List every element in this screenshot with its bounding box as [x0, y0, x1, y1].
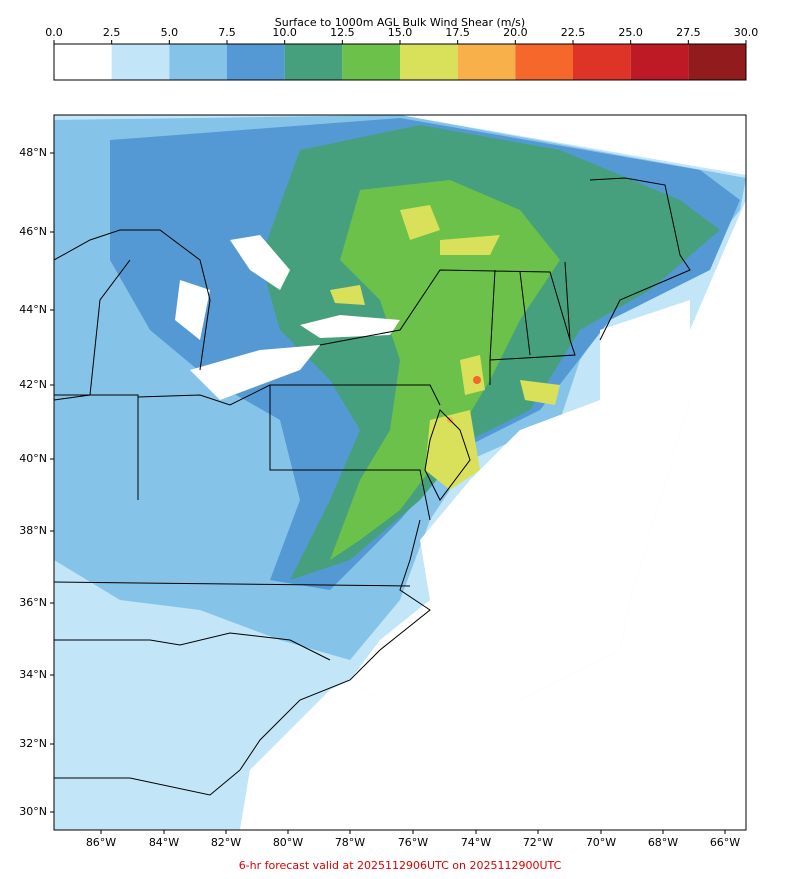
footer: 6-hr forecast valid at 2025112906UTC on … — [239, 859, 562, 872]
lon-label: 86°W — [86, 836, 116, 849]
lon-label: 84°W — [149, 836, 179, 849]
colorbar-tick-label: 25.0 — [618, 26, 643, 39]
colorbar-title: Surface to 1000m AGL Bulk Wind Shear (m/… — [275, 16, 525, 29]
colorbar-bin — [342, 44, 400, 80]
colorbar-bin — [227, 44, 285, 80]
colorbar-tick-label: 15.0 — [388, 26, 413, 39]
lon-label: 66°W — [710, 836, 740, 849]
lat-label: 32°N — [19, 737, 47, 750]
colorbar-tick-label: 7.5 — [218, 26, 236, 39]
lat-label: 38°N — [19, 524, 47, 537]
lat-label: 36°N — [19, 596, 47, 609]
lon-label: 68°W — [648, 836, 678, 849]
colorbar-bin — [457, 44, 516, 80]
colorbar-tick-label: 27.5 — [676, 26, 701, 39]
colorbar-bin — [284, 44, 343, 80]
lat-label: 34°N — [19, 668, 47, 681]
lat-label: 46°N — [19, 225, 47, 238]
colorbar-bin — [169, 44, 227, 80]
lon-label: 78°W — [335, 836, 365, 849]
colorbar-bin — [111, 44, 170, 80]
lat-label: 48°N — [19, 146, 47, 159]
colorbar-bin — [54, 44, 112, 80]
map — [53, 114, 747, 831]
colorbar-tick-label: 22.5 — [561, 26, 586, 39]
lon-label: 70°W — [586, 836, 616, 849]
colorbar-tick-label: 17.5 — [445, 26, 470, 39]
colorbar-tick-label: 20.0 — [503, 26, 528, 39]
latitude-labels: 48°N 46°N 44°N 42°N 40°N 38°N 36°N 34°N 32°N 30°N — [19, 146, 54, 818]
lon-label: 82°W — [211, 836, 241, 849]
lat-label: 42°N — [19, 378, 47, 391]
colorbar-tick-label: 5.0 — [161, 26, 179, 39]
lon-label: 72°W — [523, 836, 553, 849]
lat-label: 44°N — [19, 303, 47, 316]
longitude-labels: 86°W 84°W 82°W 80°W 78°W 76°W 74°W 72°W 70°W 68°W… — [86, 830, 740, 849]
colorbar-tick-label: 30.0 — [734, 26, 759, 39]
lat-label: 40°N — [19, 452, 47, 465]
lon-label: 80°W — [273, 836, 303, 849]
colorbar-bin — [573, 44, 631, 80]
colorbar-tick-label: 10.0 — [272, 26, 297, 39]
colorbar-tick-label: 0.0 — [45, 26, 63, 39]
colorbar: 0.0 2.5 5.0 7.5 10.0 12.5 15.0 17.5 20.0 22.5 25.0… — [45, 26, 759, 81]
colorbar-bin — [515, 44, 573, 80]
colorbar-bin — [630, 44, 689, 80]
colorbar-bin — [688, 44, 746, 80]
lon-label: 74°W — [461, 836, 491, 849]
colorbar-tick-label: 2.5 — [103, 26, 121, 39]
colorbar-tick-label: 12.5 — [330, 26, 355, 39]
colorbar-bin — [400, 44, 458, 80]
lon-label: 76°W — [398, 836, 428, 849]
lat-label: 30°N — [19, 805, 47, 818]
